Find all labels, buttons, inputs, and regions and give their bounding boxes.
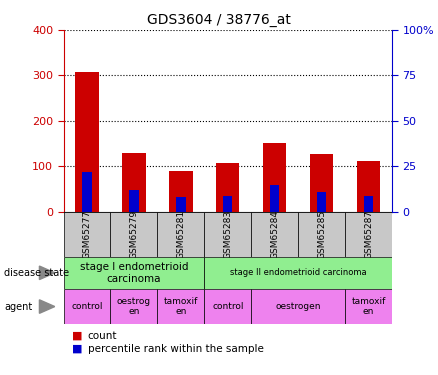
Text: count: count [88, 331, 117, 340]
Bar [204, 257, 392, 289]
Text: disease state: disease state [4, 268, 70, 278]
Bar [263, 143, 286, 212]
Text: agent: agent [4, 302, 32, 312]
Text: tamoxif
en: tamoxif en [164, 297, 198, 316]
Text: control: control [71, 302, 103, 311]
Text: stage II endometrioid carcinoma: stage II endometrioid carcinoma [230, 268, 367, 278]
Text: GSM65284: GSM65284 [270, 210, 279, 259]
Bar [216, 163, 240, 212]
Bar [204, 212, 251, 257]
Bar [157, 289, 204, 324]
Text: control: control [212, 302, 244, 311]
Bar [223, 195, 233, 212]
Bar [129, 190, 138, 212]
Text: oestrogen: oestrogen [276, 302, 321, 311]
Text: GSM65285: GSM65285 [317, 210, 326, 259]
Bar [64, 212, 110, 257]
Text: percentile rank within the sample: percentile rank within the sample [88, 344, 264, 354]
Bar [345, 289, 392, 324]
Bar [122, 153, 145, 212]
Bar [270, 184, 279, 212]
Bar [317, 192, 326, 212]
Bar [298, 212, 345, 257]
Text: ■: ■ [72, 331, 83, 340]
Bar [345, 212, 392, 257]
Bar [75, 72, 99, 212]
Text: GSM65277: GSM65277 [82, 210, 92, 259]
Text: tamoxif
en: tamoxif en [351, 297, 386, 316]
Bar [364, 195, 373, 212]
Bar [310, 154, 333, 212]
Bar [251, 212, 298, 257]
Bar [357, 161, 380, 212]
Bar [204, 289, 251, 324]
Text: GDS3604 / 38776_at: GDS3604 / 38776_at [147, 13, 291, 27]
Text: stage I endometrioid
carcinoma: stage I endometrioid carcinoma [80, 262, 188, 284]
Bar [82, 172, 92, 212]
Bar [110, 212, 157, 257]
Bar [169, 171, 193, 212]
Bar [110, 289, 157, 324]
Bar [64, 289, 110, 324]
Bar [157, 212, 204, 257]
Text: ■: ■ [72, 344, 83, 354]
Text: oestrog
en: oestrog en [117, 297, 151, 316]
Text: GSM65287: GSM65287 [364, 210, 373, 259]
Text: GSM65283: GSM65283 [223, 210, 232, 259]
Bar [176, 197, 186, 212]
Bar [64, 257, 204, 289]
Text: GSM65279: GSM65279 [129, 210, 138, 259]
Text: GSM65281: GSM65281 [177, 210, 185, 259]
Bar [251, 289, 345, 324]
